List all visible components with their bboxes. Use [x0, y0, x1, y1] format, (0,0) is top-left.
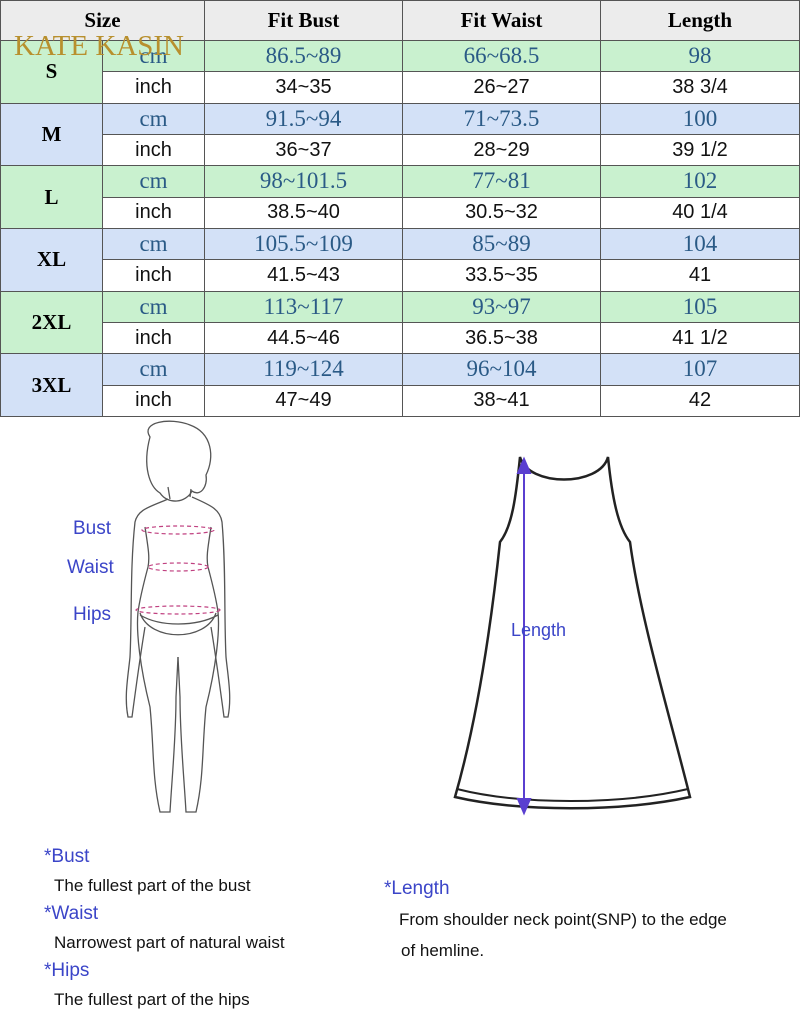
note-text: of hemline.: [401, 941, 485, 960]
unit-cell: inch: [103, 323, 205, 355]
value-cell: 38.5~40: [205, 197, 403, 229]
value-cell: 107: [601, 354, 800, 386]
value-cell: 85~89: [403, 229, 601, 261]
value-cell: 44.5~46: [205, 323, 403, 355]
value-cell: 100: [601, 103, 800, 135]
size-cell: S: [1, 41, 103, 104]
value-cell: 36.5~38: [403, 323, 601, 355]
note-text: The fullest part of the hips: [54, 990, 250, 1009]
size-cell: 2XL: [1, 291, 103, 355]
body-figure: [125, 420, 231, 813]
note-term: *Hips: [44, 960, 90, 981]
value-cell: 40 1/4: [601, 197, 800, 229]
unit-cell: cm: [103, 166, 205, 198]
unit-cell: inch: [103, 197, 205, 229]
value-cell: 38 3/4: [601, 72, 800, 104]
value-cell: 28~29: [403, 135, 601, 167]
value-cell: 102: [601, 166, 800, 198]
value-cell: 98: [601, 41, 800, 73]
value-cell: 86.5~89: [205, 41, 403, 73]
note-term: *Bust: [44, 846, 90, 867]
note-term: *Length: [384, 878, 450, 899]
value-cell: 77~81: [403, 166, 601, 198]
figure-label: Bust: [73, 518, 112, 539]
dress: [453, 456, 692, 810]
size-cell: L: [1, 166, 103, 229]
header-cell: Size: [1, 1, 205, 41]
unit-cell: cm: [103, 354, 205, 386]
header-cell: Fit Bust: [205, 1, 403, 41]
note-term: *Waist: [44, 903, 99, 924]
note-text: The fullest part of the bust: [54, 876, 251, 895]
diagrams: Bust Waist Hips Length: [67, 420, 692, 816]
value-cell: 113~117: [205, 291, 403, 323]
unit-cell: inch: [103, 385, 205, 417]
unit-cell: inch: [103, 260, 205, 292]
value-cell: 36~37: [205, 135, 403, 167]
note-text: Narrowest part of natural waist: [54, 933, 285, 952]
dress-label: Length: [511, 620, 566, 640]
length-arrow: [516, 456, 532, 816]
value-cell: 66~68.5: [403, 41, 601, 73]
value-cell: 119~124: [205, 354, 403, 386]
size-cell: XL: [1, 229, 103, 292]
value-cell: 98~101.5: [205, 166, 403, 198]
value-cell: 104: [601, 229, 800, 261]
value-cell: 47~49: [205, 385, 403, 417]
value-cell: 41: [601, 260, 800, 292]
unit-cell: cm: [103, 103, 205, 135]
figure-label: Hips: [73, 604, 111, 625]
value-cell: 38~41: [403, 385, 601, 417]
value-cell: 34~35: [205, 72, 403, 104]
unit-cell: cm: [103, 41, 205, 73]
value-cell: 39 1/2: [601, 135, 800, 167]
value-cell: 96~104: [403, 354, 601, 386]
brand: KATE KASIN: [14, 30, 184, 62]
value-cell: 91.5~94: [205, 103, 403, 135]
header-cell: Length: [601, 1, 800, 41]
note-text: From shoulder neck point(SNP) to the edg…: [399, 910, 727, 929]
value-cell: 41 1/2: [601, 323, 800, 355]
header-cell: Fit Waist: [403, 1, 601, 41]
value-cell: 105.5~109: [205, 229, 403, 261]
unit-cell: cm: [103, 291, 205, 323]
value-cell: 71~73.5: [403, 103, 601, 135]
figure-label: Waist: [67, 557, 115, 578]
value-cell: 105: [601, 291, 800, 323]
unit-cell: inch: [103, 72, 205, 104]
value-cell: 42: [601, 385, 800, 417]
value-cell: 93~97: [403, 291, 601, 323]
measure-lines: [135, 525, 221, 615]
value-cell: 33.5~35: [403, 260, 601, 292]
unit-cell: cm: [103, 229, 205, 261]
size-cell: 3XL: [1, 354, 103, 417]
unit-cell: inch: [103, 135, 205, 167]
value-cell: 30.5~32: [403, 197, 601, 229]
value-cell: 41.5~43: [205, 260, 403, 292]
size-cell: M: [1, 103, 103, 167]
value-cell: 26~27: [403, 72, 601, 104]
